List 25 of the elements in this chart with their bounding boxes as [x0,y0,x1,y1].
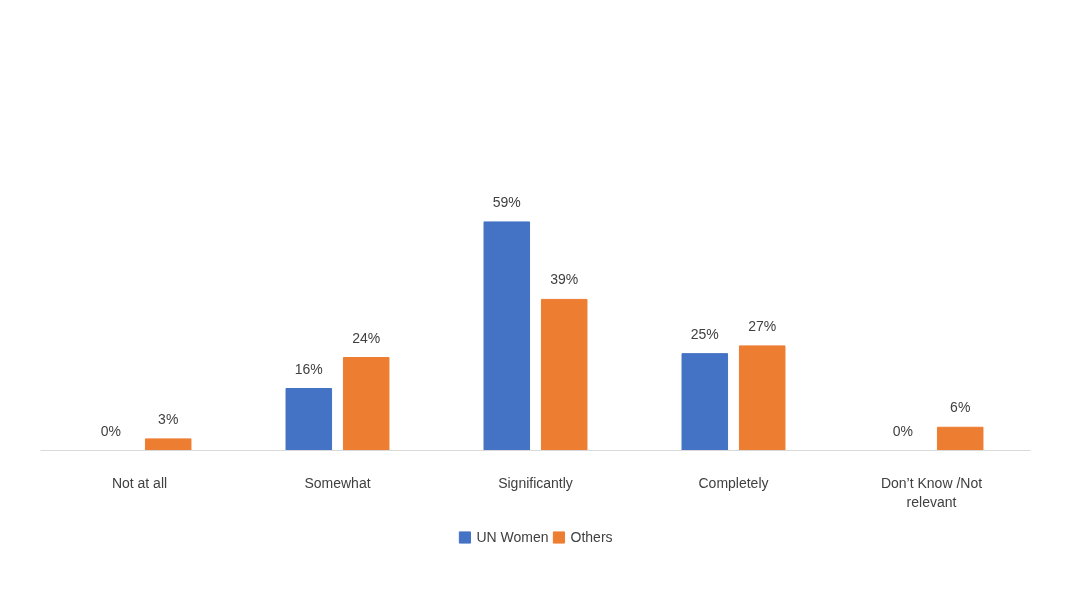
legend-label: UN Women [476,529,549,545]
legend-label: Others [570,529,613,545]
bar [936,426,984,451]
bar [144,438,192,451]
bar [738,345,786,451]
data-label: 59% [492,193,521,210]
data-label: 16% [294,360,323,377]
data-label: 24% [352,329,381,346]
data-label: 0% [100,422,121,439]
bar [540,298,588,451]
bar [285,388,333,451]
x-tick-label: Completely [698,474,769,491]
bar [681,353,729,451]
x-tick-label: Not at all [111,474,168,491]
bar [342,357,390,451]
data-label: 25% [690,325,719,342]
data-label: 27% [748,317,777,334]
x-tick-label: Somewhat [304,474,371,491]
data-label: 39% [550,271,579,288]
data-label: 0% [892,422,913,439]
bar [483,221,531,451]
x-tick-label: Don’t Know /Not relevant [880,474,983,510]
data-label: 3% [158,410,179,427]
x-tick-label: Significantly [498,474,573,491]
data-label: 6% [950,399,971,416]
